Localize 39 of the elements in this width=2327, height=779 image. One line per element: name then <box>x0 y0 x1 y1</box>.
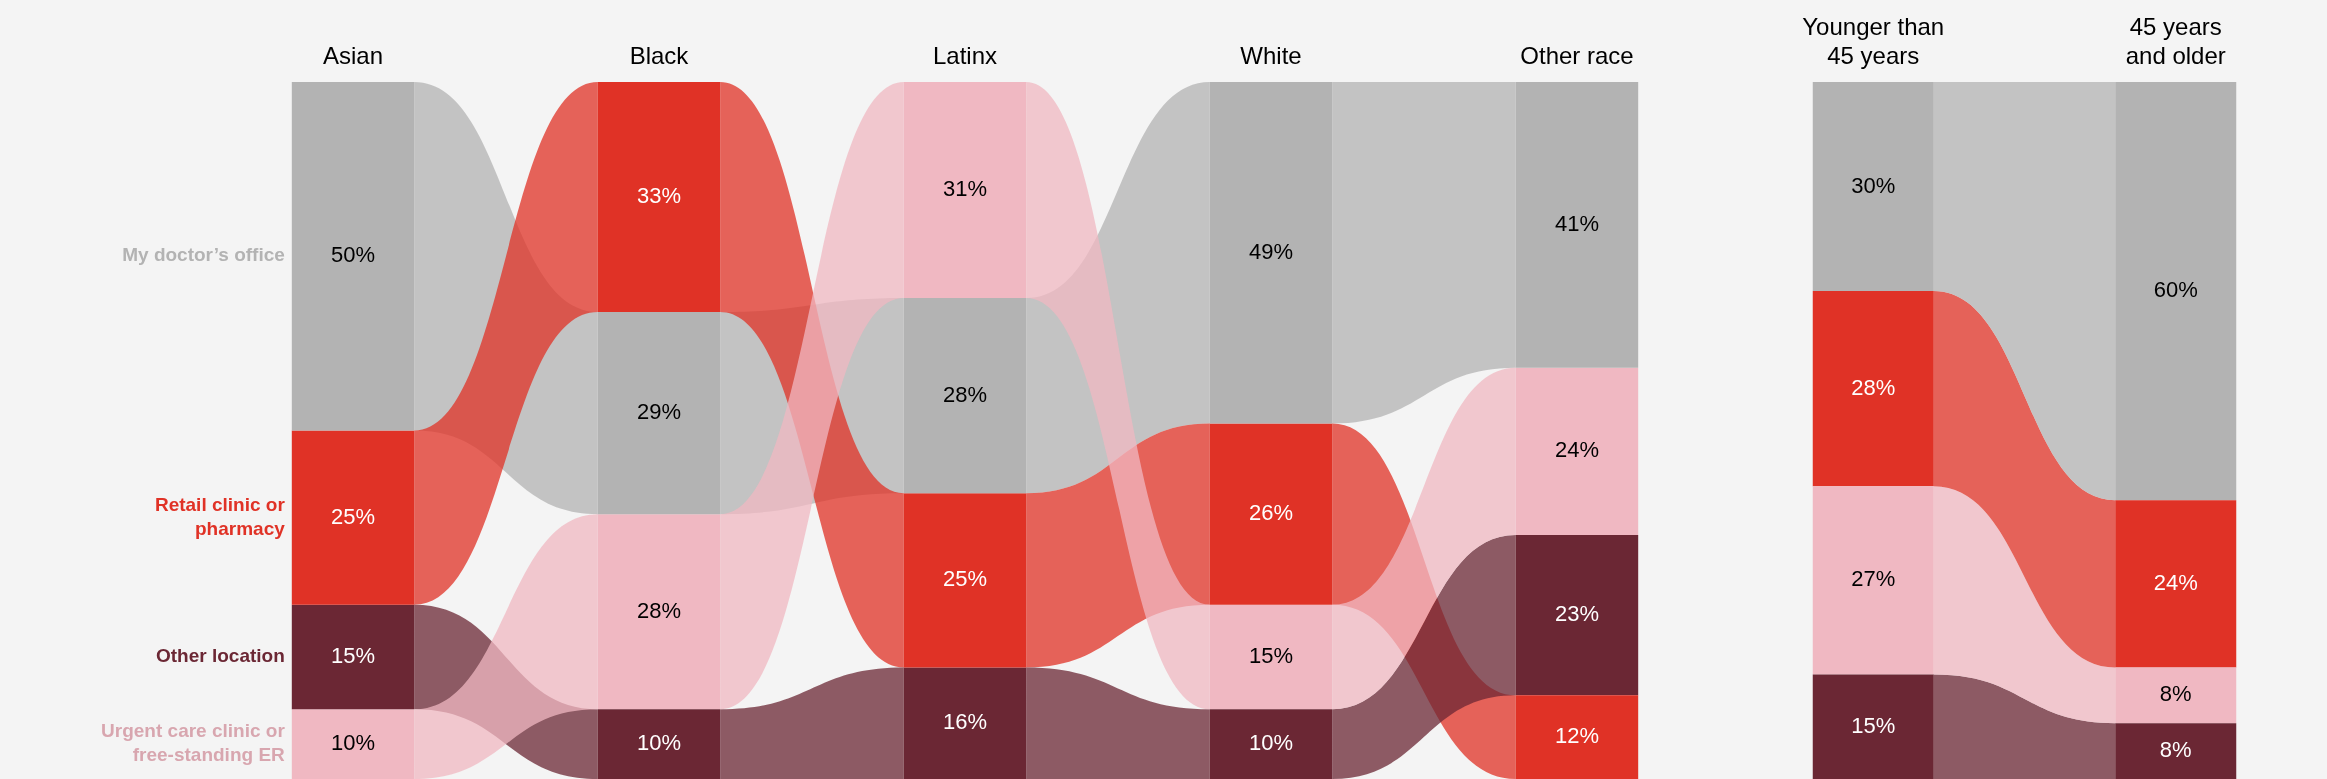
data-label: 41% <box>1554 210 1600 236</box>
data-label: 25% <box>330 503 376 529</box>
data-label: 23% <box>1554 601 1600 627</box>
x-tick-label: White <box>1240 42 1302 70</box>
data-label: 60% <box>2153 277 2198 303</box>
data-label: 24% <box>2153 569 2198 595</box>
data-label: 25% <box>942 566 988 592</box>
data-label: 15% <box>1851 712 1896 738</box>
data-label: 28% <box>942 381 988 407</box>
data-label: 49% <box>1248 238 1294 264</box>
data-label: 10% <box>1248 730 1294 756</box>
data-label: 15% <box>330 643 376 669</box>
x-tick-label: Younger than 45 years <box>1802 13 1945 70</box>
series-label: Urgent care clinic or free-standing ER <box>101 720 286 766</box>
data-label: 12% <box>1554 723 1600 749</box>
x-tick-label: Black <box>629 42 690 70</box>
x-tick-label: 45 years and older <box>2125 13 2226 70</box>
x-tick-label: Latinx <box>932 42 998 70</box>
data-label: 10% <box>330 730 376 756</box>
data-label: 29% <box>636 399 682 425</box>
data-label: 30% <box>1851 172 1896 198</box>
data-label: 24% <box>1554 437 1600 463</box>
data-label: 28% <box>636 597 682 623</box>
x-tick-label: Other race <box>1520 42 1634 70</box>
series-label: Other location <box>156 645 285 667</box>
data-label: 15% <box>1248 643 1294 669</box>
x-tick-label: Asian <box>322 42 384 70</box>
data-label: 31% <box>942 176 988 202</box>
data-label: 8% <box>2159 737 2192 763</box>
data-label: 27% <box>1851 566 1896 592</box>
data-label: 8% <box>2159 681 2192 707</box>
data-label: 26% <box>1248 500 1294 526</box>
data-label: 10% <box>636 730 682 756</box>
series-label: Retail clinic or pharmacy <box>154 493 286 539</box>
data-label: 28% <box>1851 374 1896 400</box>
data-label: 16% <box>942 709 988 735</box>
data-label: 50% <box>330 242 376 268</box>
data-label: 33% <box>636 183 682 209</box>
series-label: My doctor’s office <box>122 244 285 266</box>
